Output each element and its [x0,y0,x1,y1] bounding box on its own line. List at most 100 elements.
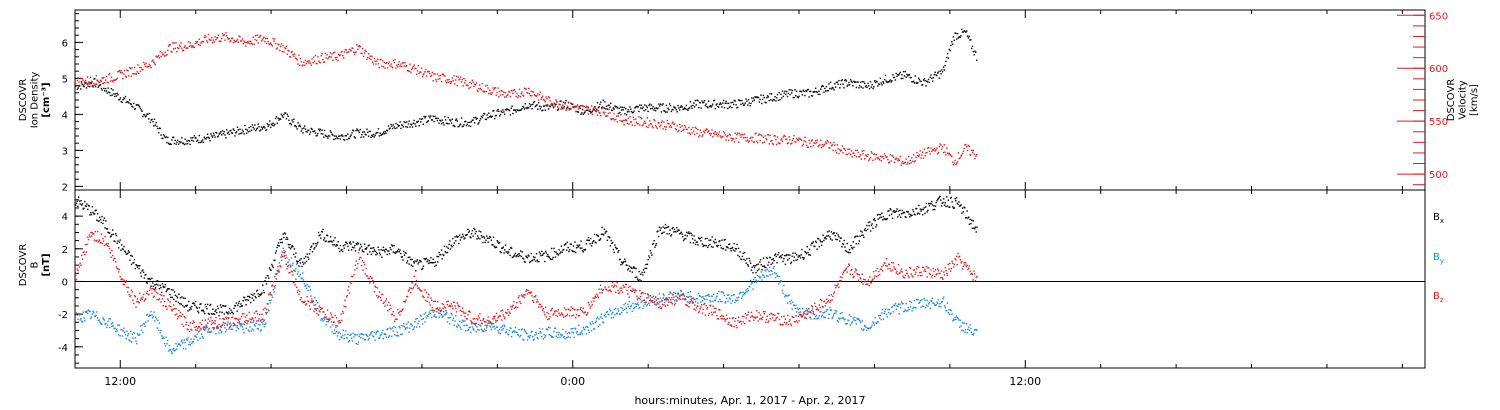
field-point-by [504,325,506,328]
field-point-bx [133,261,135,264]
density-point [499,113,502,116]
field-point-bx [470,233,473,235]
density-point [811,95,814,97]
density-point [809,90,811,93]
density-point [942,66,945,68]
velocity-point [551,103,553,105]
density-point [376,132,378,134]
velocity-point [437,78,439,80]
field-point-by [188,343,190,346]
density-point [789,93,791,96]
field-point-bx [507,252,509,255]
density-point [788,89,790,91]
density-point [620,106,622,108]
field-point-bx [817,237,819,240]
field-point-by [667,301,670,303]
velocity-point [367,53,370,55]
velocity-point [177,47,180,50]
field-point-by [605,316,607,318]
field-point-by [176,345,179,347]
velocity-point [261,39,264,41]
velocity-point [443,74,445,77]
density-point [605,108,607,110]
field-point-by [480,325,482,327]
field-point-by [543,334,545,336]
field-point-by [332,333,335,335]
field-point-bx [170,289,173,291]
density-point [727,102,730,105]
field-point-bx [892,211,894,213]
density-point [489,115,492,117]
velocity-point [533,94,536,96]
field-point-bx [259,294,262,296]
field-point-by [371,331,373,333]
density-point [85,87,88,89]
density-point [500,110,502,112]
density-point [950,44,952,47]
field-point-by [939,303,941,305]
field-point-bx [77,205,79,208]
field-point-by [329,326,332,328]
field-point-bx [268,277,270,279]
velocity-point [140,66,142,69]
field-point-by [204,328,207,330]
field-point-bx [144,274,146,276]
field-point-by [786,295,788,297]
density-point [825,86,828,88]
density-point [815,91,818,93]
density-point [140,109,142,111]
velocity-point [467,84,469,87]
velocity-point [245,42,248,44]
field-point-by [624,302,627,305]
density-point [703,101,705,104]
field-point-bx [425,257,428,260]
density-point [534,105,536,108]
velocity-point [832,149,834,152]
density-point [727,107,729,110]
field-point-bx [367,245,369,247]
density-point [543,105,546,107]
field-point-bx [652,242,655,245]
velocity-point [292,54,294,56]
velocity-point [737,132,739,134]
velocity-point [941,148,943,150]
density-point [319,128,322,131]
field-point-by [457,323,459,325]
velocity-point [771,142,774,145]
velocity-point [419,71,421,73]
field-point-bz [281,255,283,258]
velocity-point [504,92,507,94]
velocity-tick-label: 550 [1429,117,1448,128]
field-point-by [694,298,696,301]
density-point [717,106,720,108]
field-point-by [663,294,665,297]
density-point [221,130,224,132]
velocity-point [133,72,135,75]
field-point-bx [477,235,479,237]
field-point-bx [455,235,458,237]
velocity-point [321,53,323,55]
field-point-by [172,349,174,351]
velocity-point [807,146,809,148]
density-point [753,99,755,101]
density-point [812,91,814,93]
field-point-bx [483,235,485,238]
velocity-point [784,135,786,137]
velocity-point [758,133,760,135]
density-point [412,122,415,124]
field-point-bx [494,246,496,249]
field-point-bz [286,265,289,268]
field-point-bx [599,238,602,240]
density-point [634,107,636,109]
field-point-bx [550,258,552,261]
density-point [900,77,902,80]
velocity-point [620,120,623,122]
field-point-by [452,319,454,321]
field-point-bz [273,285,275,288]
field-point-bx [374,250,376,252]
velocity-point [310,64,312,66]
density-point [867,82,869,84]
density-point [883,82,885,84]
field-point-bx [237,302,240,304]
field-point-bz [166,308,168,310]
